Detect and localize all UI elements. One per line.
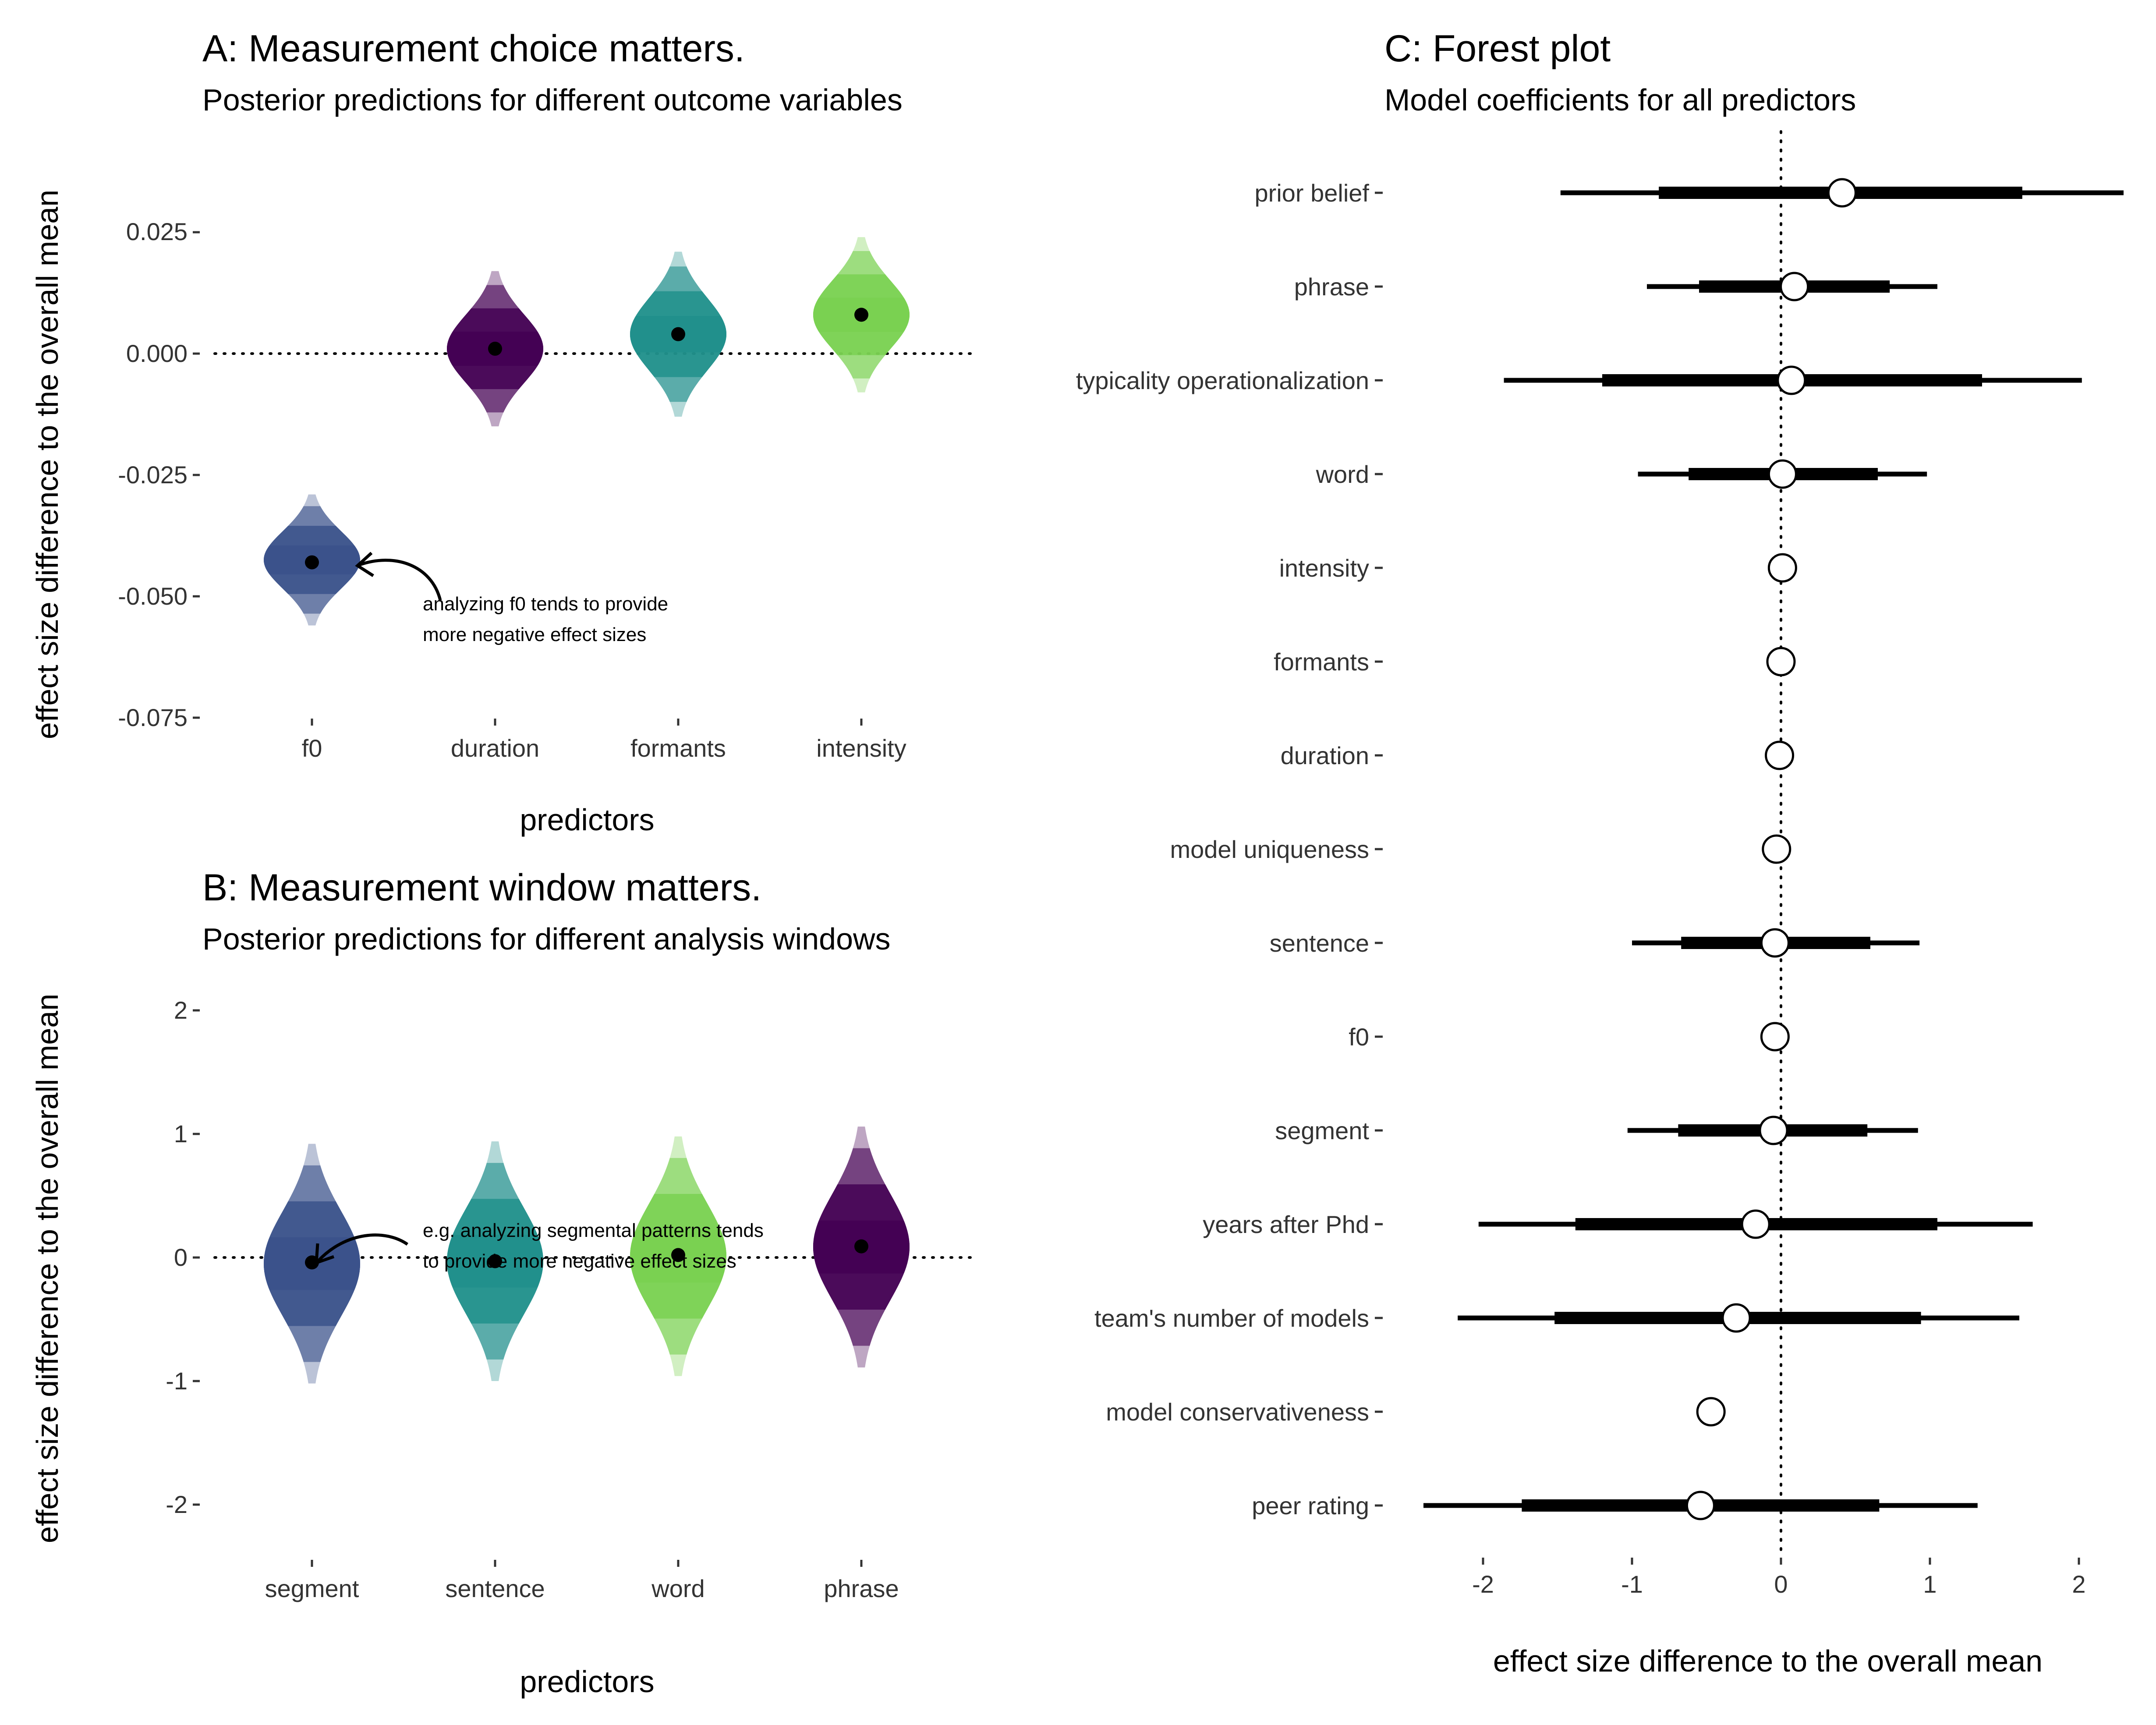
panel-a-y-tick-label: -0.050 (118, 582, 188, 610)
panel-b-subtitle: Posterior predictions for different anal… (202, 922, 891, 956)
panel-b-y-axis-label: effect size difference to the overall me… (30, 994, 64, 1543)
panel-b-y-tick-label: 1 (174, 1120, 188, 1148)
estimate-point (1721, 1303, 1751, 1333)
row-label: team's number of models (1094, 1304, 1369, 1332)
panel-a-x-tick-label: intensity (816, 734, 906, 762)
panel-a-x-axis: f0 duration formants intensity (302, 734, 906, 762)
panel-a-subtitle: Posterior predictions for different outc… (202, 83, 903, 117)
panel-a-annotation-line: more negative effect sizes (423, 624, 646, 645)
panel-a-x-axis-label: predictors (520, 803, 654, 837)
panel-c-x-axis-label: effect size difference to the overall me… (1493, 1644, 2043, 1678)
panel-c-subtitle: Model coefficients for all predictors (1384, 83, 1856, 117)
estimate-point (1767, 459, 1797, 489)
median-point (671, 1248, 685, 1262)
estimate-point (1780, 272, 1809, 301)
panel-a-y-axis-label: effect size difference to the overall me… (30, 190, 64, 739)
median-point (488, 341, 502, 356)
median-point (305, 555, 319, 570)
x-tick-label: 2 (2072, 1570, 2085, 1598)
x-tick-label: 1 (1923, 1570, 1937, 1598)
panel-a-y-tick-label: -0.075 (118, 704, 188, 731)
row-label: formants (1274, 648, 1369, 676)
estimate-point (1765, 740, 1795, 770)
panel-b-x-tick-label: phrase (824, 1575, 899, 1602)
row-label: f0 (1349, 1023, 1369, 1051)
panel-b-annotation: e.g. analyzing segmental patterns tends … (315, 1220, 764, 1272)
row-label: model uniqueness (1170, 836, 1369, 863)
x-tick-label: -2 (1472, 1570, 1494, 1598)
panel-a-annotation-line: analyzing f0 tends to provide (423, 593, 668, 615)
panel-a-x-tick-label: formants (630, 734, 726, 762)
panel-b-annotation-arrowhead (315, 1243, 335, 1265)
estimate-point (1762, 834, 1791, 864)
panel-b-x-axis: segment sentence word phrase (265, 1575, 899, 1602)
estimate-point (1685, 1491, 1715, 1520)
row-label: duration (1281, 742, 1369, 769)
row-label: model conservativeness (1106, 1398, 1369, 1426)
panel-a-y-tick-label: -0.025 (118, 461, 188, 489)
panel-b-annotation-line: to provide more negative effect sizes (423, 1250, 736, 1272)
panel-a-x-tick-label: f0 (302, 734, 322, 762)
row-label: prior belief (1255, 179, 1370, 207)
row-label: typicality operationalization (1076, 367, 1369, 394)
median-point (854, 308, 868, 322)
panel-b-x-axis-label: predictors (520, 1665, 654, 1699)
panel-a-y-tick-label: 0.025 (126, 218, 188, 245)
median-point (671, 327, 685, 341)
panel-b-x-tick-label: word (651, 1575, 705, 1602)
estimate-point (1766, 647, 1796, 677)
panel-b-y-tick-label: 0 (174, 1243, 188, 1271)
panel-a-y-tick-label: 0.000 (126, 340, 188, 367)
row-label: peer rating (1252, 1492, 1369, 1520)
estimate-point (1827, 178, 1857, 208)
panel-a-y-axis: 0.025 0.000 -0.025 -0.050 -0.075 (118, 218, 188, 731)
panel-a-annotation: analyzing f0 tends to provide more negat… (355, 552, 668, 645)
row-label: sentence (1270, 929, 1369, 957)
panel-b-annotation-arrow (317, 1233, 409, 1262)
estimate-point (1777, 365, 1806, 395)
panel-a-annotation-arrow (358, 559, 442, 601)
x-tick-label: 0 (1774, 1570, 1788, 1598)
panel-b-x-tick-label: sentence (445, 1575, 545, 1602)
panel-c: C: Forest plot Model coefficients for al… (1076, 28, 2124, 1678)
estimate-point (1760, 928, 1790, 958)
row-label: years after Phd (1203, 1211, 1369, 1238)
row-label: segment (1275, 1117, 1369, 1144)
estimate-point (1741, 1209, 1770, 1239)
estimate-point (1760, 1022, 1790, 1052)
panel-b-title: B: Measurement window matters. (202, 867, 761, 909)
panel-b-y-tick-label: -1 (166, 1367, 188, 1395)
row-label: phrase (1294, 273, 1369, 301)
panel-c-plot-area: -2 -1 0 1 2 prior belief phrase typicality oper… (1076, 130, 2124, 1598)
estimate-point (1759, 1116, 1788, 1145)
row-label: intensity (1279, 554, 1369, 582)
estimate-point (1767, 553, 1797, 583)
panel-a-x-tick-label: duration (451, 734, 539, 762)
estimate-point (1696, 1397, 1726, 1427)
x-tick-label: -1 (1621, 1570, 1643, 1598)
panel-b-x-tick-label: segment (265, 1575, 359, 1602)
panel-b-y-axis: 2 1 0 -1 -2 (166, 996, 188, 1518)
panel-b-annotation-line: e.g. analyzing segmental patterns tends (423, 1220, 764, 1241)
median-point (854, 1239, 868, 1254)
panel-a-annotation-arrowhead (355, 552, 374, 577)
panel-c-title: C: Forest plot (1384, 28, 1611, 70)
panel-b-y-tick-label: -2 (166, 1491, 188, 1518)
median-point (488, 1254, 502, 1268)
row-label: word (1316, 460, 1369, 488)
panel-a-title: A: Measurement choice matters. (202, 28, 745, 70)
panel-b-y-tick-label: 2 (174, 996, 188, 1024)
